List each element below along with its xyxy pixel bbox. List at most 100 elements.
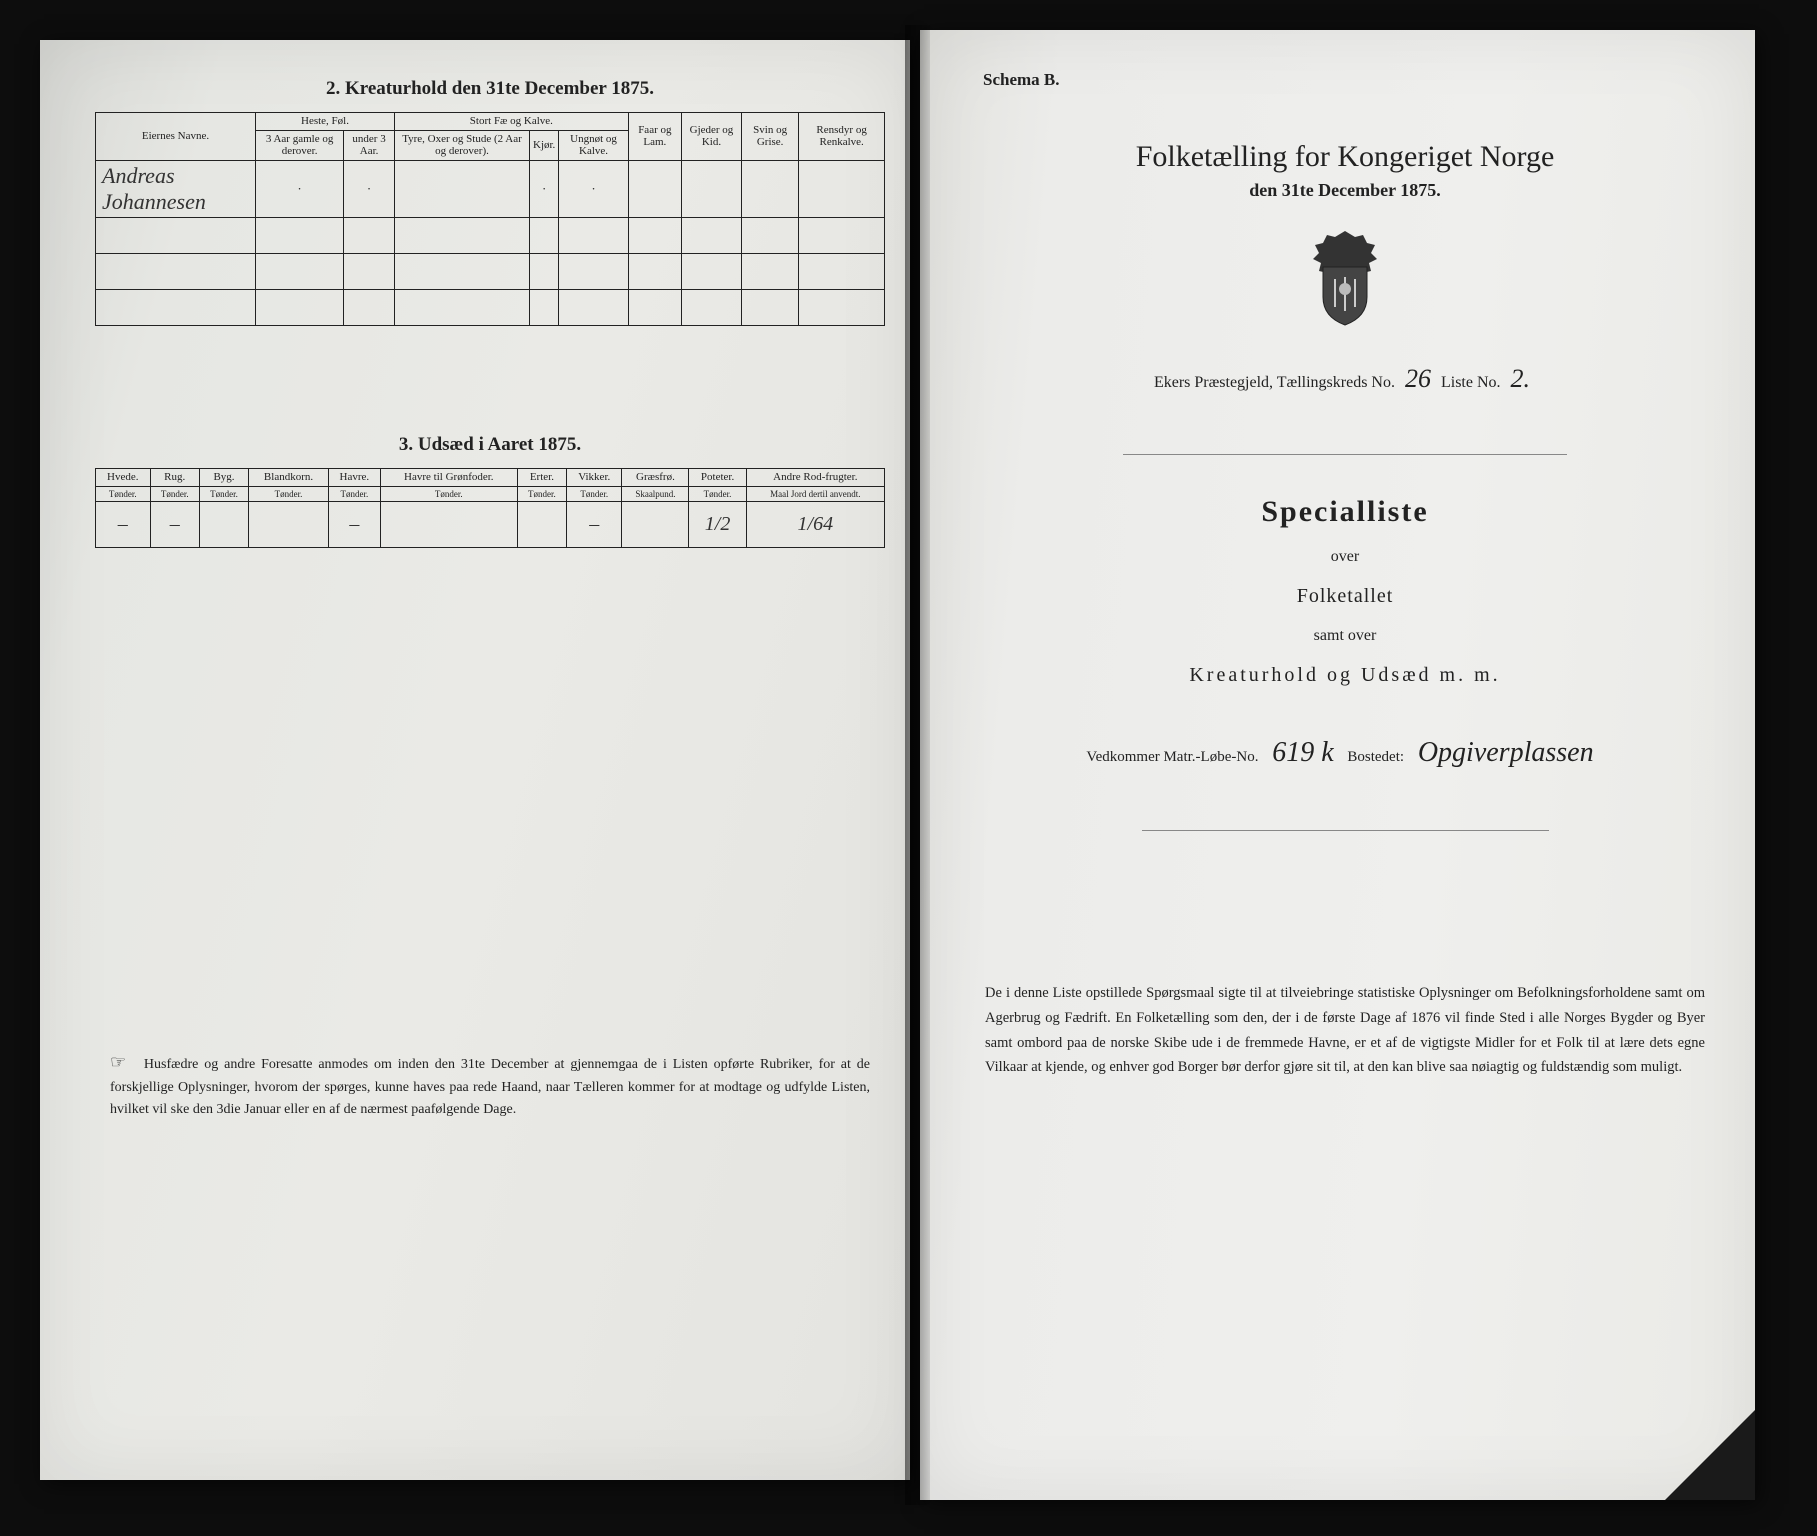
table-cell xyxy=(628,217,681,253)
kreds-number: 26 xyxy=(1399,364,1437,393)
bosted-label: Bostedet: xyxy=(1347,749,1404,765)
table-cell xyxy=(394,289,529,325)
col-pig-header: Svin og Grise. xyxy=(742,113,799,161)
table-cell xyxy=(517,501,566,547)
samt-over-label: samt over xyxy=(975,618,1715,653)
table-cell xyxy=(799,289,885,325)
section2-title: 2. Kreaturhold den 31te December 1875. xyxy=(95,78,885,100)
table-cell xyxy=(628,160,681,217)
owner-name-cell: Andreas Johannesen xyxy=(96,160,256,217)
parish-line: Ekers Præstegjeld, Tællingskreds No. 26 … xyxy=(975,364,1715,394)
col-header: Andre Rod-frugter. xyxy=(746,468,884,486)
coat-of-arms-icon xyxy=(975,229,1715,334)
table-cell xyxy=(199,501,248,547)
col-unit: Tønder. xyxy=(689,486,746,501)
matr-number: 619 k xyxy=(1262,737,1343,768)
table-kreaturhold: Eiernes Navne. Heste, Føl. Stort Fæ og K… xyxy=(95,112,885,326)
table-cell xyxy=(559,253,628,289)
table-cell: – xyxy=(328,501,380,547)
table-cell xyxy=(530,289,559,325)
table-cell xyxy=(799,217,885,253)
col-unit: Tønder. xyxy=(199,486,248,501)
table-cell xyxy=(96,289,256,325)
table-cell xyxy=(799,160,885,217)
col-header: Vikker. xyxy=(567,468,622,486)
table-cell: – xyxy=(150,501,199,547)
pointing-hand-icon: ☞ xyxy=(110,1048,138,1077)
subtitle: den 31te December 1875. xyxy=(975,180,1715,201)
schema-label: Schema B. xyxy=(983,70,1715,90)
col-header: Erter. xyxy=(517,468,566,486)
col-calf-header: Ungnøt og Kalve. xyxy=(559,130,628,160)
col-bull-header: Tyre, Oxer og Stude (2 Aar og derover). xyxy=(394,130,529,160)
col-header: Rug. xyxy=(150,468,199,486)
kreaturhold-label: Kreaturhold og Udsæd m. m. xyxy=(975,653,1715,697)
table-cell xyxy=(344,217,395,253)
table-cell xyxy=(394,217,529,253)
right-paragraph: De i denne Liste opstillede Spørgsmaal s… xyxy=(975,981,1715,1080)
table-cell: – xyxy=(567,501,622,547)
center-block: over Folketallet samt over Kreaturhold o… xyxy=(975,539,1715,697)
col-horses-header: Heste, Føl. xyxy=(256,113,395,131)
table-cell xyxy=(742,217,799,253)
col-header: Græsfrø. xyxy=(622,468,689,486)
parish-prefix: Ekers Præstegjeld, Tællingskreds No. xyxy=(1154,374,1395,391)
book-spine xyxy=(905,25,930,1505)
table-cell: · xyxy=(559,160,628,217)
col-reindeer-header: Rensdyr og Renkalve. xyxy=(799,113,885,161)
col-horse-young-header: under 3 Aar. xyxy=(344,130,395,160)
table-cell xyxy=(344,253,395,289)
col-header: Byg. xyxy=(199,468,248,486)
table-cell xyxy=(530,217,559,253)
col-header: Hvede. xyxy=(96,468,151,486)
table-cell: · xyxy=(530,160,559,217)
col-header: Blandkorn. xyxy=(249,468,329,486)
col-cattle-header: Stort Fæ og Kalve. xyxy=(394,113,628,131)
table-cell xyxy=(530,253,559,289)
table-cell xyxy=(681,289,741,325)
table-cell: · xyxy=(256,160,344,217)
table-cell xyxy=(256,253,344,289)
col-unit: Tønder. xyxy=(567,486,622,501)
table-cell xyxy=(96,253,256,289)
table-cell xyxy=(681,160,741,217)
table-cell xyxy=(742,160,799,217)
table-cell: 1/2 xyxy=(689,501,746,547)
matr-line: Vedkommer Matr.-Løbe-No. 619 k Bostedet:… xyxy=(975,737,1715,770)
col-owner-header: Eiernes Navne. xyxy=(96,113,256,161)
table-cell xyxy=(622,501,689,547)
matr-prefix: Vedkommer Matr.-Løbe-No. xyxy=(1086,749,1258,765)
table-udsaed: Hvede. Rug. Byg. Blandkorn. Havre. Havre… xyxy=(95,468,885,548)
table-cell xyxy=(742,289,799,325)
left-page: 2. Kreaturhold den 31te December 1875. E… xyxy=(40,40,910,1480)
col-goat-header: Gjeder og Kid. xyxy=(681,113,741,161)
col-unit: Tønder. xyxy=(380,486,517,501)
col-cow-header: Kjør. xyxy=(530,130,559,160)
over-label: over xyxy=(975,539,1715,574)
table-cell xyxy=(96,217,256,253)
table-cell xyxy=(628,289,681,325)
bosted-name: Opgiverplassen xyxy=(1408,737,1604,768)
right-page: Schema B. Folketælling for Kongeriget No… xyxy=(920,30,1755,1500)
col-unit: Maal Jord dertil anvendt. xyxy=(746,486,884,501)
table-cell xyxy=(344,289,395,325)
table-cell: – xyxy=(96,501,151,547)
table-cell xyxy=(799,253,885,289)
page-fold-icon xyxy=(1665,1410,1755,1500)
col-unit: Tønder. xyxy=(249,486,329,501)
col-unit: Tønder. xyxy=(96,486,151,501)
table-cell xyxy=(681,253,741,289)
scanner-background: 2. Kreaturhold den 31te December 1875. E… xyxy=(0,0,1817,1536)
section3-title: 3. Udsæd i Aaret 1875. xyxy=(95,434,885,456)
instructions-text: Husfædre og andre Foresatte anmodes om i… xyxy=(110,1057,870,1117)
table-cell xyxy=(256,289,344,325)
liste-number: 2. xyxy=(1505,364,1537,393)
table-cell xyxy=(628,253,681,289)
col-unit: Tønder. xyxy=(150,486,199,501)
col-unit: Tønder. xyxy=(328,486,380,501)
col-unit: Tønder. xyxy=(517,486,566,501)
table-cell xyxy=(249,501,329,547)
folketallet-label: Folketallet xyxy=(975,574,1715,618)
specialliste-heading: Specialliste xyxy=(975,495,1715,529)
table-cell xyxy=(681,217,741,253)
